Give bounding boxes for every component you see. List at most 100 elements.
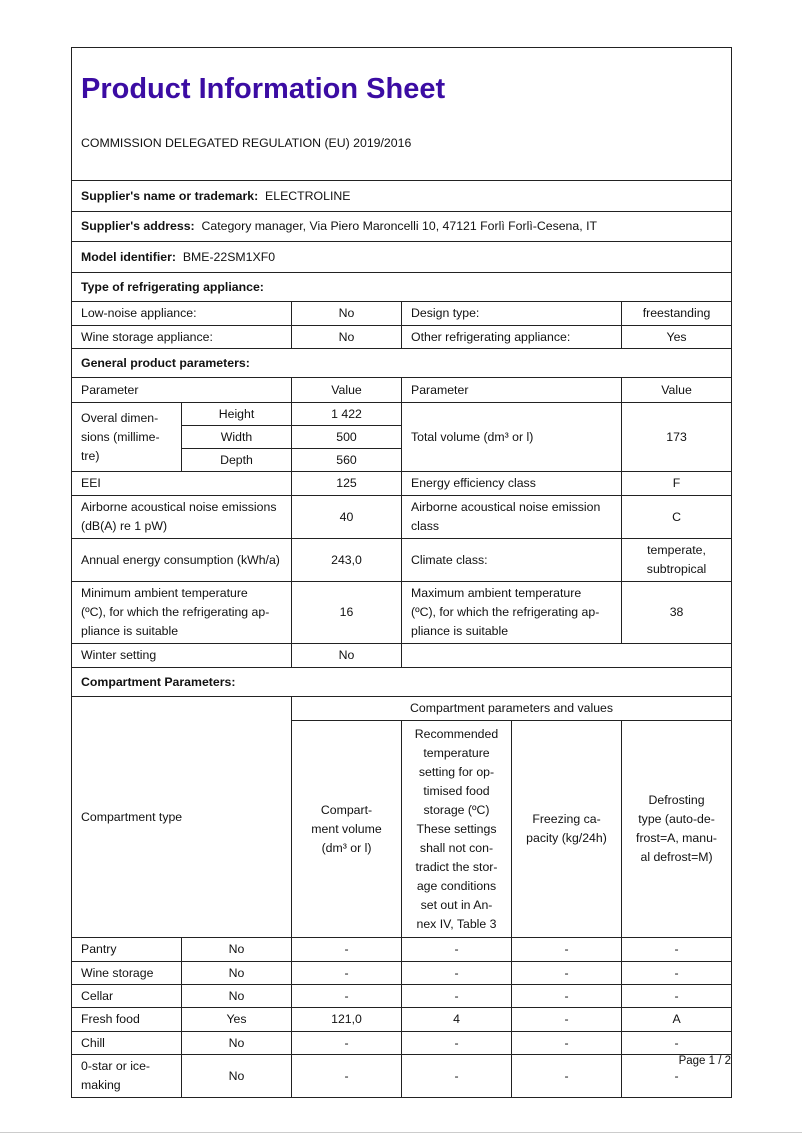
- table-row: EEI 125 Energy efficiency class F: [71, 471, 733, 496]
- table-row: Overal dimen- sions (millime- tre) Heigh…: [71, 402, 733, 472]
- compartment-name: Pantry: [71, 937, 182, 962]
- compartment-temp: 4: [401, 1007, 512, 1032]
- page-edge: [0, 1132, 802, 1133]
- cell: No: [291, 301, 402, 326]
- compartment-volume: -: [291, 961, 402, 985]
- cell: 243,0: [291, 538, 402, 582]
- compartment-row: Cellar No - - - -: [71, 984, 733, 1008]
- compartment-name: Fresh food: [71, 1007, 182, 1032]
- cell: Design type:: [401, 301, 622, 326]
- model-value: BME-22SM1XF0: [182, 249, 276, 264]
- compartment-freezing: -: [511, 961, 622, 985]
- table-row: Width 500: [72, 425, 732, 449]
- compartment-present: No: [181, 1031, 292, 1055]
- supplier-address-row: Supplier's address: Category manager, Vi…: [70, 211, 733, 242]
- cell: Energy efficiency class: [401, 471, 622, 496]
- compartment-defrost: -: [620, 961, 733, 985]
- product-info-table: Product Information Sheet COMMISSION DEL…: [70, 47, 733, 1098]
- compartment-row: Pantry No - - - -: [71, 937, 733, 962]
- cell: freestanding: [620, 301, 733, 326]
- cell: Airborne acoustical noise emissions (dB(…: [71, 495, 292, 539]
- compartment-defrost: -: [620, 1031, 733, 1055]
- compartment-temp: -: [401, 1031, 512, 1055]
- table-row: Wine storage appliance: No Other refriger…: [71, 325, 733, 349]
- cell: EEI: [71, 471, 292, 496]
- cell: Parameter: [401, 377, 622, 403]
- cell: Total volume (dm³ or l): [401, 402, 622, 472]
- compartment-name: Cellar: [71, 984, 182, 1008]
- cell: Parameter: [71, 377, 292, 403]
- cell: 38: [620, 581, 733, 644]
- cell: F: [620, 471, 733, 496]
- compartment-volume: -: [291, 937, 402, 962]
- compartment-freezing: -: [511, 984, 622, 1008]
- compartment-temp: -: [401, 1054, 512, 1098]
- type-header: Type of refrigerating appliance:: [70, 272, 733, 302]
- compartment-defrost: -: [620, 937, 733, 962]
- supplier-name-row: Supplier's name or trademark: ELECTROLIN…: [70, 180, 733, 212]
- cell: temperate, subtropical: [620, 538, 733, 582]
- header-cell: Product Information Sheet COMMISSION DEL…: [70, 47, 733, 181]
- compartment-volume: 121,0: [291, 1007, 402, 1032]
- cell: Recommended temperature setting for op- …: [401, 720, 512, 938]
- compartment-freezing: -: [511, 937, 622, 962]
- table-row: Airborne acoustical noise emissions (dB(…: [71, 495, 733, 539]
- cell: Maximum ambient temperature (ºC), for wh…: [401, 581, 622, 644]
- cell: 125: [291, 471, 402, 496]
- cell: Winter setting: [71, 643, 292, 668]
- cell: Climate class:: [401, 538, 622, 582]
- table-row: Parameter Value Parameter Value: [71, 377, 733, 403]
- cell: Freezing ca- pacity (kg/24h): [511, 720, 622, 938]
- cell: 500: [291, 425, 402, 449]
- cell: 560: [291, 448, 402, 472]
- compartment-volume: -: [291, 1031, 402, 1055]
- cell: 1 422: [291, 402, 402, 426]
- table-row: Compart- ment volume (dm³ or l) Recommen…: [72, 720, 733, 938]
- cell: Value: [620, 377, 733, 403]
- cell: Height: [181, 402, 292, 426]
- cell: Low-noise appliance:: [71, 301, 292, 326]
- compartment-present: No: [181, 961, 292, 985]
- compartment-name: Chill: [71, 1031, 182, 1055]
- compartment-present: No: [181, 937, 292, 962]
- supplier-name-value: ELECTROLINE: [265, 188, 351, 203]
- compartment-row: Chill No - - - -: [71, 1031, 733, 1055]
- supplier-address-label: Supplier's address:: [81, 219, 195, 233]
- cell: Overal dimen- sions (millime- tre): [71, 402, 182, 472]
- table-row: Annual energy consumption (kWh/a) 243,0 C…: [71, 538, 733, 582]
- compartment-present: No: [181, 1054, 292, 1098]
- cell: 173: [620, 402, 733, 472]
- compartment-freezing: -: [511, 1031, 622, 1055]
- compartment-present: No: [181, 984, 292, 1008]
- cell: Yes: [620, 325, 733, 349]
- cell: 40: [291, 495, 402, 539]
- model-row: Model identifier: BME-22SM1XF0: [70, 241, 733, 273]
- cell: Compart- ment volume (dm³ or l): [291, 720, 402, 938]
- cell: Defrosting type (auto-de- frost=A, manu-…: [620, 720, 733, 938]
- compartment-defrost: -: [620, 984, 733, 1008]
- table-row: Compartment type Compartment parameters …: [71, 696, 733, 938]
- compartment-volume: -: [291, 984, 402, 1008]
- compartment-freezing: -: [511, 1007, 622, 1032]
- cell: 16: [291, 581, 402, 644]
- compartment-name: Wine storage: [71, 961, 182, 985]
- cell: Airborne acoustical noise emission class: [401, 495, 622, 539]
- empty-cell: [400, 643, 733, 668]
- general-header: General product parameters:: [70, 348, 733, 378]
- compartment-volume: -: [291, 1054, 402, 1098]
- compartment-temp: -: [401, 961, 512, 985]
- compartment-temp: -: [401, 937, 512, 962]
- cell: Value: [291, 377, 402, 403]
- page-title: Product Information Sheet: [81, 73, 446, 105]
- cell: No: [291, 325, 402, 349]
- compartment-row: 0-star or ice- making No - - - -: [71, 1054, 733, 1098]
- compartment-defrost: -: [620, 1054, 733, 1098]
- cell: Compartment type: [71, 696, 292, 938]
- table-row: Minimum ambient temperature (ºC), for wh…: [71, 581, 733, 644]
- compartment-name: 0-star or ice- making: [71, 1054, 182, 1098]
- compartment-header: Compartment Parameters:: [70, 667, 733, 697]
- compartment-present: Yes: [181, 1007, 292, 1032]
- table-row: Winter setting No: [71, 643, 733, 668]
- cell: Annual energy consumption (kWh/a): [71, 538, 292, 582]
- compartment-row: Wine storage No - - - -: [71, 961, 733, 985]
